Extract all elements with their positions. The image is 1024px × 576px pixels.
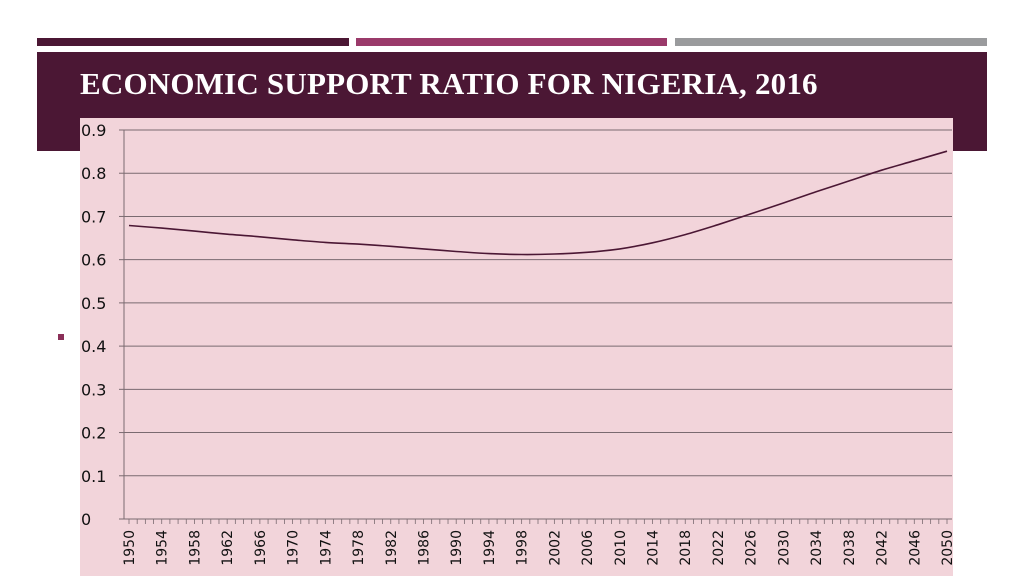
x-tick-label: 1974 [318, 530, 334, 566]
x-tick-label: 1962 [220, 530, 236, 566]
x-tick-label: 2006 [580, 530, 596, 566]
x-tick-label: 1966 [253, 530, 269, 566]
x-tick-label: 2014 [646, 530, 662, 566]
x-tick-label: 2046 [907, 530, 923, 566]
x-tick-label: 2026 [744, 530, 760, 566]
x-tick-label: 1958 [187, 530, 203, 566]
bullet-marker [58, 334, 64, 340]
x-tick-label: 1994 [482, 530, 498, 566]
x-tick-label: 1978 [351, 530, 367, 566]
y-tick-label: 0.2 [81, 424, 106, 443]
x-tick-label: 1970 [286, 530, 302, 566]
accent-bar-middle [356, 38, 667, 46]
gridlines [119, 129, 952, 520]
y-tick-label: 0.8 [81, 164, 106, 183]
x-tick-label: 1950 [122, 530, 138, 566]
y-tick-label: 0.3 [81, 380, 106, 399]
series-line [128, 150, 948, 256]
plot-area [80, 118, 953, 576]
x-tick-label: 1998 [515, 530, 531, 566]
x-tick-label: 2022 [711, 530, 727, 566]
x-tick-label: 2050 [940, 530, 956, 566]
axes [123, 130, 952, 524]
x-tick-label: 1990 [449, 530, 465, 566]
y-tick-label: 0.5 [81, 294, 106, 313]
x-tick-label: 2010 [613, 530, 629, 566]
y-tick-label: 0.1 [81, 467, 106, 486]
x-tick-label: 2034 [809, 530, 825, 566]
x-tick-label: 2002 [547, 530, 563, 566]
x-tick-label: 1982 [384, 530, 400, 566]
y-tick-label: 0.4 [81, 337, 106, 356]
y-tick-labels: 0 0.1 0.2 0.3 0.4 0.5 0.6 0.7 0.8 0.9 [81, 121, 106, 529]
x-tick-label: 2042 [875, 530, 891, 566]
x-tick-label: 1954 [155, 530, 171, 566]
y-tick-label: 0 [81, 510, 91, 529]
accent-bar-left [37, 38, 349, 46]
slide-title: ECONOMIC SUPPORT RATIO FOR NIGERIA, 2016 [80, 66, 818, 101]
x-tick-label: 2038 [842, 530, 858, 566]
y-tick-label: 0.6 [81, 251, 106, 270]
y-tick-label: 0.9 [81, 121, 106, 140]
x-tick-label: 1986 [416, 530, 432, 566]
x-tick-label: 2018 [678, 530, 694, 566]
x-tick-label: 2030 [776, 530, 792, 566]
y-tick-label: 0.7 [81, 207, 106, 226]
accent-bar-right [675, 38, 987, 46]
x-tick-labels: 1950 1954 1958 1962 1966 1970 1974 1978 1982 1986… [122, 530, 956, 566]
